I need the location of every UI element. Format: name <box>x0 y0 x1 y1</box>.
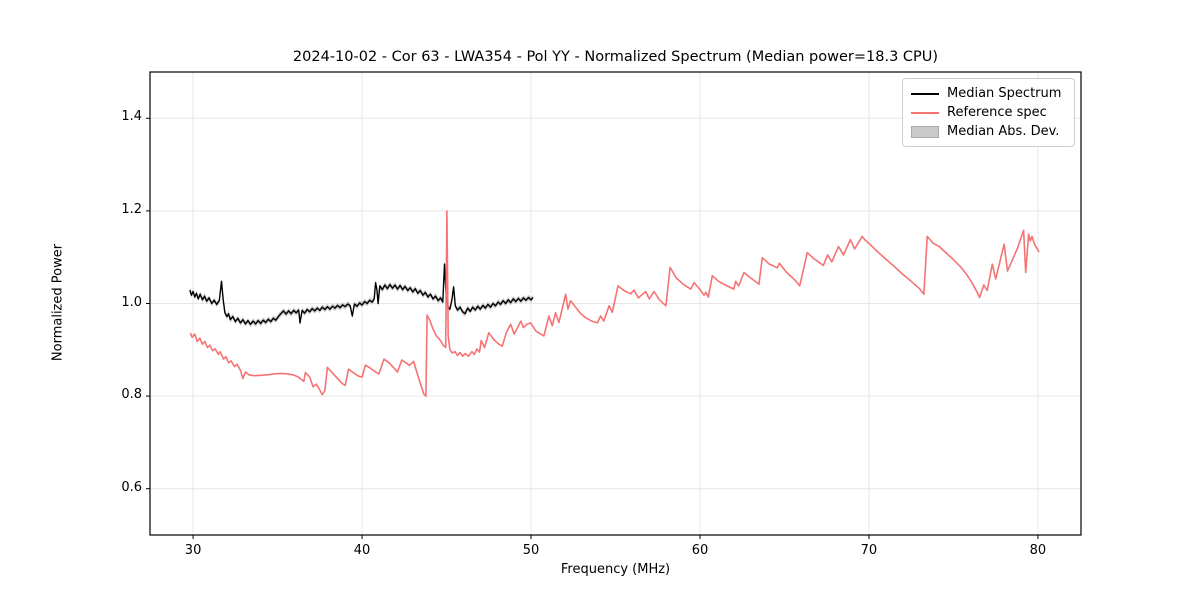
legend-label: Median Abs. Dev. <box>947 124 1060 139</box>
chart-title: 2024-10-02 - Cor 63 - LWA354 - Pol YY - … <box>292 49 939 65</box>
y-axis-label: Normalized Power <box>50 243 66 362</box>
median-abs-dev-patch-swatch <box>911 125 939 138</box>
legend-item-median-abs-dev: Median Abs. Dev. <box>911 122 1066 141</box>
y-tick-label: 0.8 <box>121 387 142 403</box>
x-tick-label: 40 <box>353 543 371 558</box>
legend-label: Reference spec <box>947 105 1047 120</box>
x-tick-label: 70 <box>860 543 878 558</box>
x-tick-label: 60 <box>691 543 709 558</box>
x-tick-label: 30 <box>184 543 202 558</box>
y-tick-label: 1.2 <box>121 201 142 217</box>
legend-label: Median Spectrum <box>947 86 1062 101</box>
y-tick-label: 1.0 <box>121 294 142 310</box>
x-tick-label: 80 <box>1029 543 1047 558</box>
y-tick-label: 1.4 <box>121 109 142 125</box>
mad-band <box>190 261 533 328</box>
legend-item-median-spectrum: Median Spectrum <box>911 84 1066 103</box>
series-reference-spec <box>189 210 1040 397</box>
reference-spec-line-swatch <box>911 111 939 114</box>
legend-item-reference-spec: Reference spec <box>911 103 1066 122</box>
x-axis-label: Frequency (MHz) <box>560 562 671 577</box>
x-tick-label: 50 <box>522 543 540 558</box>
series-median-spectrum <box>189 263 534 325</box>
median-spectrum-line-swatch <box>911 92 939 95</box>
legend: Median Spectrum Reference spec Median Ab… <box>902 78 1075 147</box>
y-tick-label: 0.6 <box>121 479 142 495</box>
